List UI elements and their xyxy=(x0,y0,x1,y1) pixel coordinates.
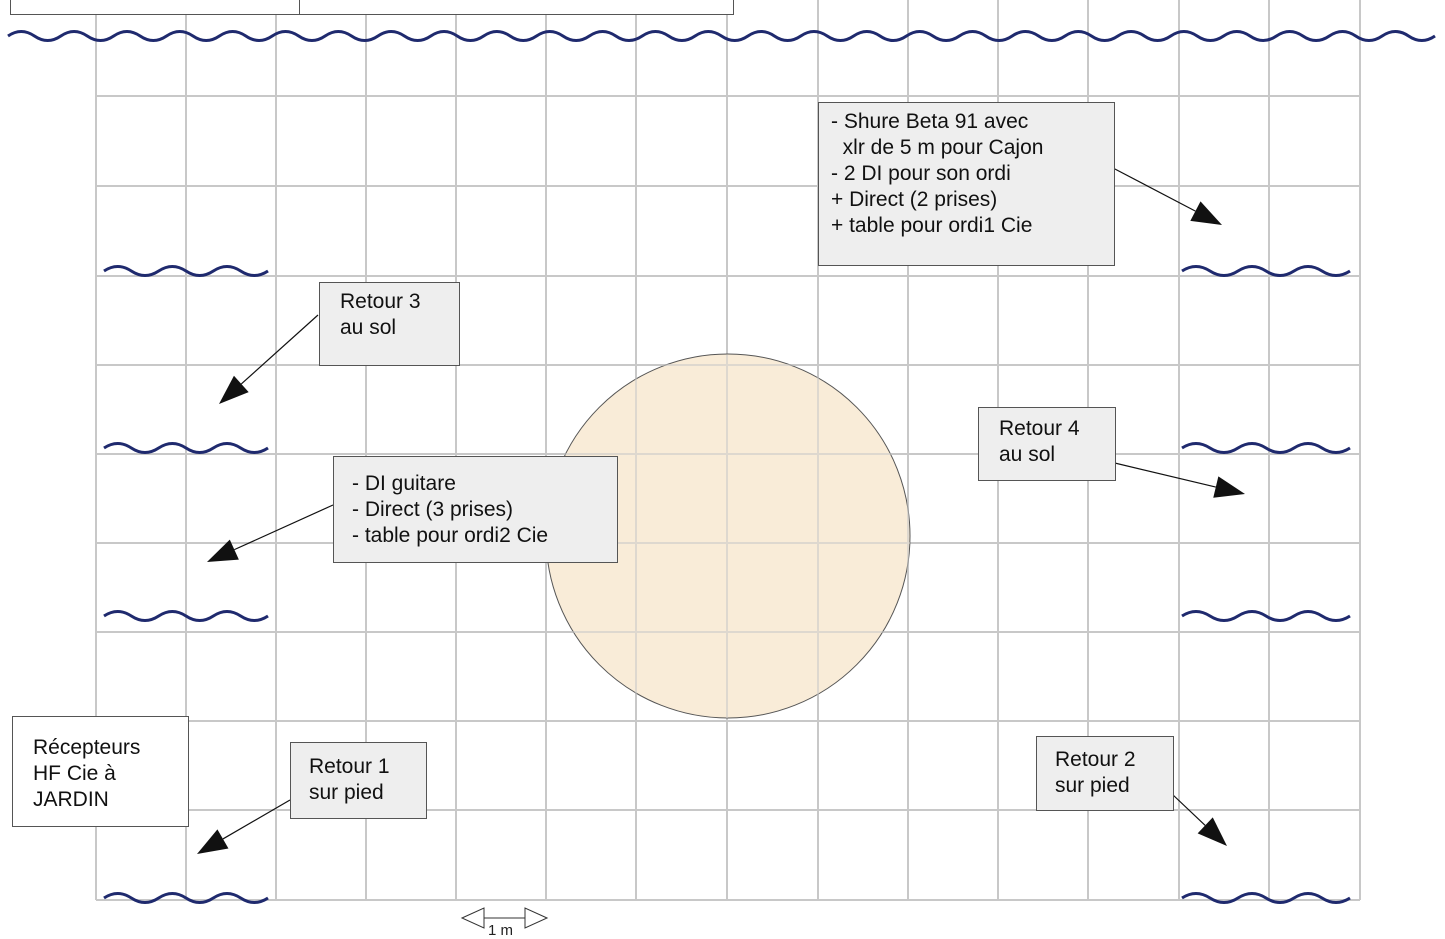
note-shure-beta-91: - Shure Beta 91 avec xlr de 5 m pour Caj… xyxy=(818,102,1115,266)
scale-arrow xyxy=(460,907,549,929)
note-di-guitare: - DI guitare - Direct (3 prises) - table… xyxy=(333,456,618,563)
note-retour-1: Retour 1 sur pied xyxy=(290,742,427,819)
curtains xyxy=(7,30,1436,904)
arrow-retour-3 xyxy=(219,314,319,404)
curtain-wave-left xyxy=(103,442,269,454)
arrow-retour-2 xyxy=(1171,793,1227,846)
curtain-wave-right xyxy=(1181,892,1351,904)
note-recepteurs-hf: Récepteurs HF Cie à JARDIN xyxy=(12,716,189,827)
note-retour-2: Retour 2 sur pied xyxy=(1036,736,1174,811)
arrow-shure xyxy=(1112,167,1222,225)
arrow-retour-4 xyxy=(1097,458,1245,498)
curtain-wave-top xyxy=(7,30,1436,42)
curtain-wave-right xyxy=(1181,610,1351,622)
scale-label: 1 m xyxy=(488,922,514,939)
top-title-bar xyxy=(10,0,734,15)
note-retour-4: Retour 4 au sol xyxy=(978,407,1116,481)
curtain-wave-left xyxy=(103,610,269,622)
curtain-wave-left xyxy=(103,892,269,904)
curtain-wave-right xyxy=(1181,442,1351,454)
arrows xyxy=(197,167,1245,854)
note-retour-3: Retour 3 au sol xyxy=(319,282,460,366)
arrow-retour-1 xyxy=(197,799,291,854)
curtain-wave-right xyxy=(1181,265,1351,277)
top-title-bar-divider xyxy=(299,0,300,14)
curtain-wave-left xyxy=(103,265,269,277)
arrow-di-guitare xyxy=(207,504,334,562)
